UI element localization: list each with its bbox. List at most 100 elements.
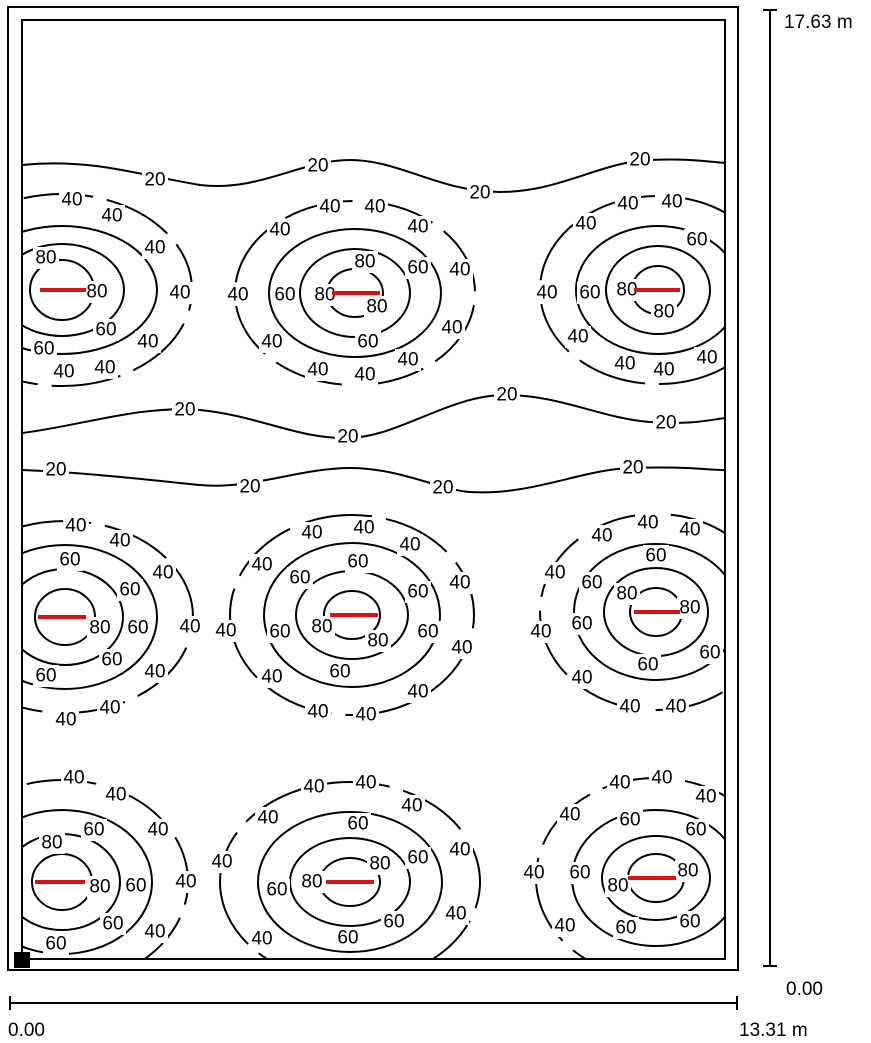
isoline-label-bg (362, 196, 388, 218)
isoline-label: 60 (357, 332, 378, 353)
isoline-40-group-8-ring-2 (257, 811, 444, 953)
isoline-label-bg (125, 617, 151, 639)
isoline-label-bg (142, 661, 168, 683)
isoline-label-bg (335, 426, 361, 448)
isoline-label-bg (272, 284, 298, 306)
isoline-label-bg (267, 219, 293, 241)
isoline-label: 40 (109, 531, 130, 552)
isoline-label-bg (43, 933, 69, 955)
isoline-label: 40 (55, 710, 76, 731)
isoline-label: 40 (355, 705, 376, 726)
isoline-label: 40 (567, 327, 588, 348)
isoline-label: 40 (99, 698, 120, 719)
isoline-label: 80 (314, 285, 335, 306)
isoline-label-bg (209, 851, 235, 873)
isoline-label-bg (249, 554, 275, 576)
isoline-label: 20 (337, 427, 358, 448)
isoline-label: 60 (407, 258, 428, 279)
isoline-label: 60 (125, 876, 146, 897)
isoline-label: 40 (354, 365, 375, 386)
isoline-label-bg (415, 621, 441, 643)
isoline-label: 40 (147, 820, 168, 841)
isoline-label-bg (100, 913, 126, 935)
isoline-label-bg (255, 807, 281, 829)
isoline-40-group-8-ring-1 (219, 781, 482, 959)
isoline-60-group-9-ring-3 (601, 835, 712, 921)
isoline-label: 60 (347, 814, 368, 835)
isoline-label: 40 (609, 773, 630, 794)
isoline-80-group-2-ring-4 (326, 268, 385, 318)
isoline-label: 60 (637, 655, 658, 676)
isoline-label-bg (449, 637, 475, 659)
isoline-label-bg (447, 839, 473, 861)
isoline-label-bg (299, 871, 325, 893)
isoline-label: 60 (102, 914, 123, 935)
isoline-label-bg (577, 282, 603, 304)
height-end-label: 17.63 m (784, 12, 853, 33)
isoline-label: 60 (337, 928, 358, 949)
isoline-label-bg (569, 613, 595, 635)
isoline-label: 40 (353, 518, 374, 539)
isoline-40-group-5-ring-2 (263, 542, 442, 688)
isoline-label-bg (353, 772, 379, 794)
isoline-label: 60 (45, 934, 66, 955)
isoline-label: 20 (655, 413, 676, 434)
isoline-label-bg (397, 534, 423, 556)
isoline-40-group-6-ring-2 (573, 543, 725, 681)
isoline-label: 40 (407, 682, 428, 703)
width-dimension: 0.00 13.31 m (8, 996, 808, 1041)
isoline-label-bg (259, 666, 285, 688)
isoline-label-bg (579, 572, 605, 594)
isoline-label: 40 (101, 206, 122, 227)
isoline-label-bg (635, 512, 661, 534)
isoline-label: 80 (367, 631, 388, 652)
isoline-60-group-5-ring-3 (295, 570, 410, 660)
isoline-60-group-3-ring-3 (605, 245, 712, 335)
isoline-label-bg (142, 237, 168, 259)
isoline-label-bg (353, 704, 379, 726)
isoline-label-bg (447, 572, 473, 594)
isoline-label: 80 (41, 833, 62, 854)
isoline-label: 40 (215, 621, 236, 642)
isoline-60-group-8-ring-3 (289, 837, 412, 927)
isoline-label: 60 (289, 568, 310, 589)
isoline-label-bg (145, 819, 171, 841)
isoline-label: 80 (301, 872, 322, 893)
isoline-label-bg (364, 296, 390, 318)
isoline-label: 60 (83, 820, 104, 841)
isoline-label-bg (213, 620, 239, 642)
isoline-label-bg (287, 567, 313, 589)
isoline-40-group-2-ring-1 (234, 200, 477, 386)
isoline-label-bg (399, 795, 425, 817)
isoline-label: 40 (407, 217, 428, 238)
isoline-label: 40 (591, 526, 612, 547)
isoline-label-bg (367, 853, 393, 875)
luminaire-group (35, 288, 680, 884)
isoline-label: 40 (63, 768, 84, 789)
isoline-label-bg (345, 551, 371, 573)
isoline-label: 60 (571, 614, 592, 635)
isoline-label-bg (309, 616, 335, 638)
isoline-label: 60 (579, 283, 600, 304)
isoline-label: 40 (261, 332, 282, 353)
isoline-label: 40 (65, 516, 86, 537)
isoline-label-bg (177, 616, 203, 638)
isoline-label-bg (345, 813, 371, 835)
isoline-80-group-3-ring-4 (631, 265, 686, 315)
isoline-40-group-9-ring-2 (571, 809, 725, 947)
isoline-label-bg (651, 359, 677, 381)
isoline-label-bg (567, 862, 593, 884)
isoline-20-3 (22, 466, 725, 494)
isoline-label-bg (694, 347, 720, 369)
isoline-label-bg (135, 331, 161, 353)
isoline-label: 60 (407, 582, 428, 603)
isoline-label-bg (87, 617, 113, 639)
isoline-20-2 (22, 393, 725, 440)
isoline-label: 60 (417, 622, 438, 643)
isoline-label-bg (677, 519, 703, 541)
isoline-label-bg (167, 282, 193, 304)
isoline-label: 80 (616, 584, 637, 605)
isoline-label: 60 (569, 863, 590, 884)
isoline-label: 80 (679, 598, 700, 619)
isoline-label: 60 (347, 552, 368, 573)
